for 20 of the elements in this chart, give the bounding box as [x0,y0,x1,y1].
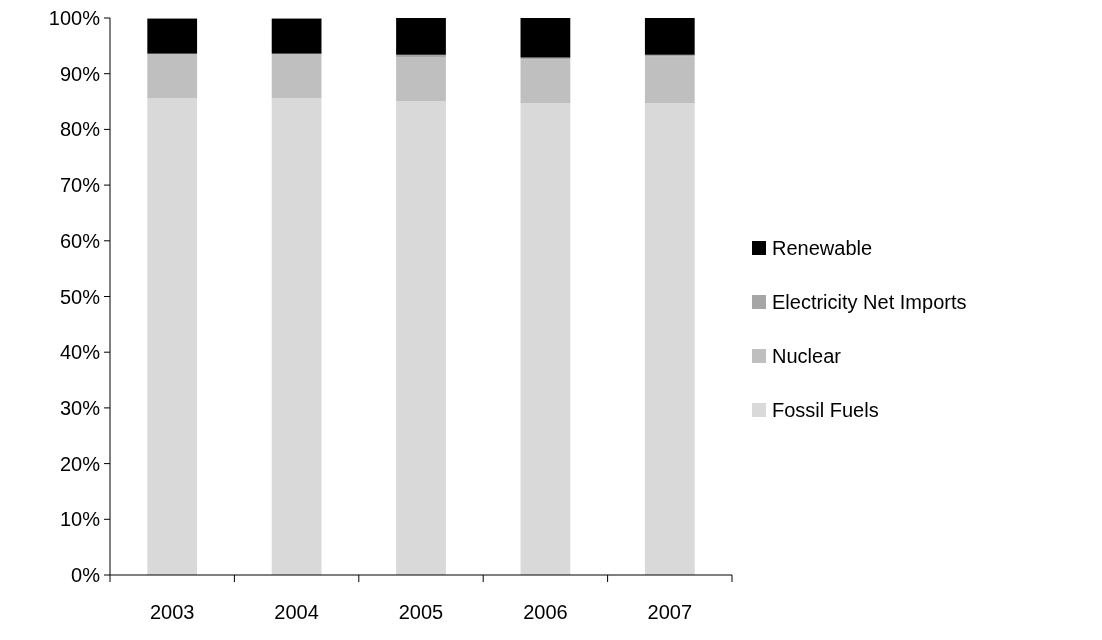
y-tick-label: 20% [59,452,101,475]
y-tick-label: 30% [59,396,101,419]
legend-label: Fossil Fuels [772,399,879,421]
y-tick-label: 70% [59,174,101,197]
y-tick-label: 0% [71,564,101,586]
x-tick-label: 2005 [398,601,444,623]
legend-label: Renewable [772,237,873,259]
y-tick-label: 90% [59,62,101,85]
legend-label: Nuclear [772,345,842,367]
x-tick-label: 2004 [274,601,319,623]
y-tick-label: 40% [59,341,101,364]
y-tick-label: 100% [48,7,101,29]
y-tick-label: 50% [59,285,101,308]
x-tick-label: 2006 [523,601,568,623]
y-tick-label: 10% [59,508,101,531]
x-tick-label: 2007 [647,601,693,623]
legend-label: Electricity Net Imports [772,291,967,313]
y-tick-label: 80% [59,118,101,141]
y-tick-label: 60% [59,229,101,252]
x-tick-label: 2003 [149,601,195,623]
